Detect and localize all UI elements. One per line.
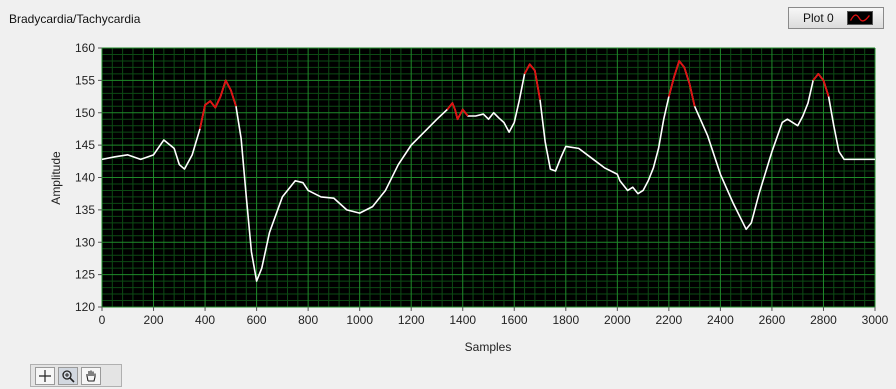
trace-layer [101, 60, 875, 282]
x-tick-label: 2600 [759, 313, 786, 327]
y-tick-label: 150 [75, 106, 95, 120]
x-tick-label: 2400 [707, 313, 734, 327]
highlight-segment [446, 102, 469, 121]
highlight-segment [667, 60, 696, 107]
plot-legend-label: Plot 0 [803, 11, 834, 25]
x-tick-label: 2200 [656, 313, 683, 327]
x-tick-label: 1600 [501, 313, 528, 327]
x-tick-label: 2800 [810, 313, 837, 327]
series-line [101, 60, 875, 282]
plot-line-style-icon[interactable] [847, 11, 873, 25]
y-tick-label: 130 [75, 235, 95, 249]
y-tick-label: 155 [75, 73, 95, 87]
x-axis: 0 200 400 600 800 1000 1200 1400 1600 1800 2000 220… [99, 307, 889, 327]
x-tick-label: 200 [144, 313, 164, 327]
x-tick-label: 1200 [398, 313, 425, 327]
y-tick-label: 120 [75, 300, 95, 314]
plot-legend[interactable]: Plot 0 [788, 7, 884, 29]
x-tick-label: 400 [195, 313, 215, 327]
x-tick-label: 1400 [449, 313, 476, 327]
y-tick-label: 125 [75, 268, 95, 282]
x-tick-label: 0 [99, 313, 106, 327]
x-tick-label: 3000 [862, 313, 889, 327]
x-tick-label: 800 [298, 313, 318, 327]
highlight-segment [812, 73, 830, 97]
magnifier-icon [62, 369, 75, 383]
x-tick-label: 1000 [346, 313, 373, 327]
y-axis-title: Amplitude [49, 151, 63, 205]
y-axis: 120 125 130 135 140 145 150 155 160 [75, 41, 102, 314]
y-tick-label: 140 [75, 171, 95, 185]
graph-palette [30, 364, 122, 387]
zoom-tool-button[interactable] [58, 366, 78, 385]
y-tick-label: 135 [75, 203, 95, 217]
hand-icon [86, 370, 96, 382]
major-grid [101, 47, 876, 308]
y-tick-label: 145 [75, 138, 95, 152]
graph-title: Bradycardia/Tachycardia [9, 12, 141, 26]
crosshair-icon [39, 369, 51, 382]
y-tick-label: 160 [75, 41, 95, 55]
x-tick-label: 600 [247, 313, 267, 327]
cursor-move-tool-button[interactable] [35, 366, 55, 385]
highlight-segment [199, 79, 237, 130]
x-axis-title: Samples [465, 340, 512, 354]
x-tick-label: 2000 [604, 313, 631, 327]
x-tick-label: 1800 [552, 313, 579, 327]
pan-tool-button[interactable] [81, 366, 101, 385]
highlight-segment [523, 63, 541, 100]
